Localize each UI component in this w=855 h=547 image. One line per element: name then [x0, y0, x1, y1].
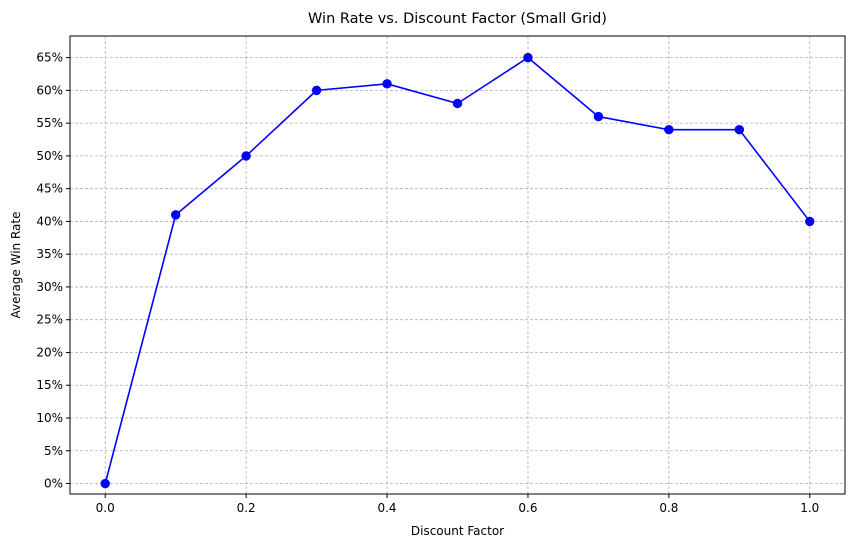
series-layer — [100, 52, 815, 489]
grid-lines — [70, 36, 845, 494]
data-point — [734, 124, 745, 135]
y-axis-title: Average Win Rate — [9, 212, 23, 319]
data-point — [311, 85, 322, 96]
x-tick-label: 0.4 — [377, 501, 396, 515]
y-tick-label: 35% — [36, 247, 63, 261]
data-point — [664, 124, 674, 135]
y-tick-label: 20% — [36, 345, 63, 359]
y-tick-label: 5% — [44, 444, 63, 458]
y-tick-label: 45% — [36, 182, 63, 196]
y-tick-label: 55% — [36, 116, 63, 130]
y-tick-label: 30% — [36, 280, 63, 294]
axis-ticks: 0.0 0.2 0.4 0.6 0.8 1.0 0% 5% 10% 15% 20% 25% 30% 35%… — [36, 51, 819, 515]
y-tick-label: 60% — [36, 83, 63, 97]
x-axis-title: Discount Factor — [411, 524, 504, 538]
data-point — [100, 478, 110, 489]
chart-title: Win Rate vs. Discount Factor (Small Grid… — [308, 11, 607, 27]
y-tick-label: 50% — [36, 149, 63, 163]
data-point — [523, 52, 533, 63]
x-tick-label: 0.6 — [518, 501, 537, 515]
data-point — [805, 216, 815, 227]
y-tick-label: 15% — [36, 378, 63, 392]
y-tick-label: 0% — [44, 477, 63, 491]
plot-frame — [69, 35, 846, 495]
data-point — [593, 111, 604, 122]
data-point — [382, 79, 392, 89]
x-tick-label: 0.8 — [659, 501, 678, 515]
y-tick-label: 25% — [36, 313, 63, 327]
x-tick-label: 1.0 — [800, 501, 819, 515]
data-point — [170, 210, 181, 220]
x-tick-label: 0.0 — [96, 501, 115, 515]
y-tick-label: 65% — [36, 51, 63, 65]
data-point — [452, 98, 463, 109]
y-tick-label: 40% — [36, 214, 63, 228]
data-point — [241, 151, 251, 161]
axes-frame — [69, 35, 846, 495]
y-tick-label: 10% — [36, 411, 63, 425]
x-tick-label: 0.2 — [237, 501, 256, 515]
